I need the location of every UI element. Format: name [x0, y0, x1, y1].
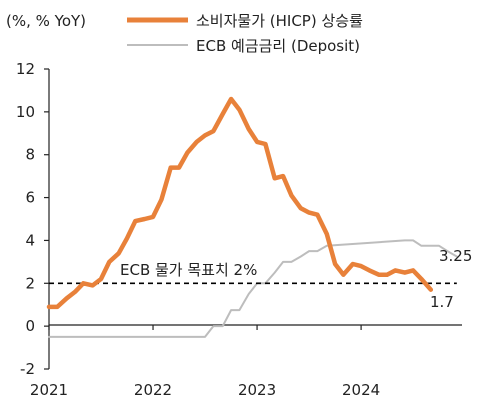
- y-tick-label: 6: [25, 189, 35, 207]
- hicp-inflation-line: [46, 96, 434, 310]
- hicp-end-label: 1.7: [430, 293, 454, 311]
- y-tick-label: 4: [25, 231, 35, 249]
- deposit-end-label: 3.25: [439, 247, 472, 265]
- legend-label-ecb: ECB 예금금리 (Deposit): [196, 37, 360, 55]
- y-tick-label: 10: [16, 103, 35, 121]
- x-tick-label: 2021: [30, 381, 68, 399]
- unit-label: (%, % YoY): [6, 12, 86, 30]
- x-tick-label: 2023: [238, 381, 276, 399]
- x-axis: 2021 2022 2023 2024: [30, 324, 462, 399]
- y-axis: -2 0 2 4 6 8 10 12: [16, 60, 50, 378]
- plot-area: [46, 96, 458, 338]
- target-annotation: ECB 물가 목표치 2%: [120, 261, 257, 279]
- y-tick-label: 12: [16, 60, 35, 78]
- legend: 소비자물가 (HICP) 상승률 ECB 예금금리 (Deposit): [127, 12, 363, 55]
- ecb-deposit-rate-line: [48, 239, 458, 338]
- legend-label-hicp: 소비자물가 (HICP) 상승률: [196, 12, 363, 30]
- x-tick-label: 2024: [342, 381, 380, 399]
- y-tick-label: -2: [20, 360, 35, 378]
- y-tick-label: 0: [25, 317, 35, 335]
- y-tick-label: 8: [25, 146, 35, 164]
- x-tick-label: 2022: [134, 381, 172, 399]
- y-tick-label: 2: [25, 274, 35, 292]
